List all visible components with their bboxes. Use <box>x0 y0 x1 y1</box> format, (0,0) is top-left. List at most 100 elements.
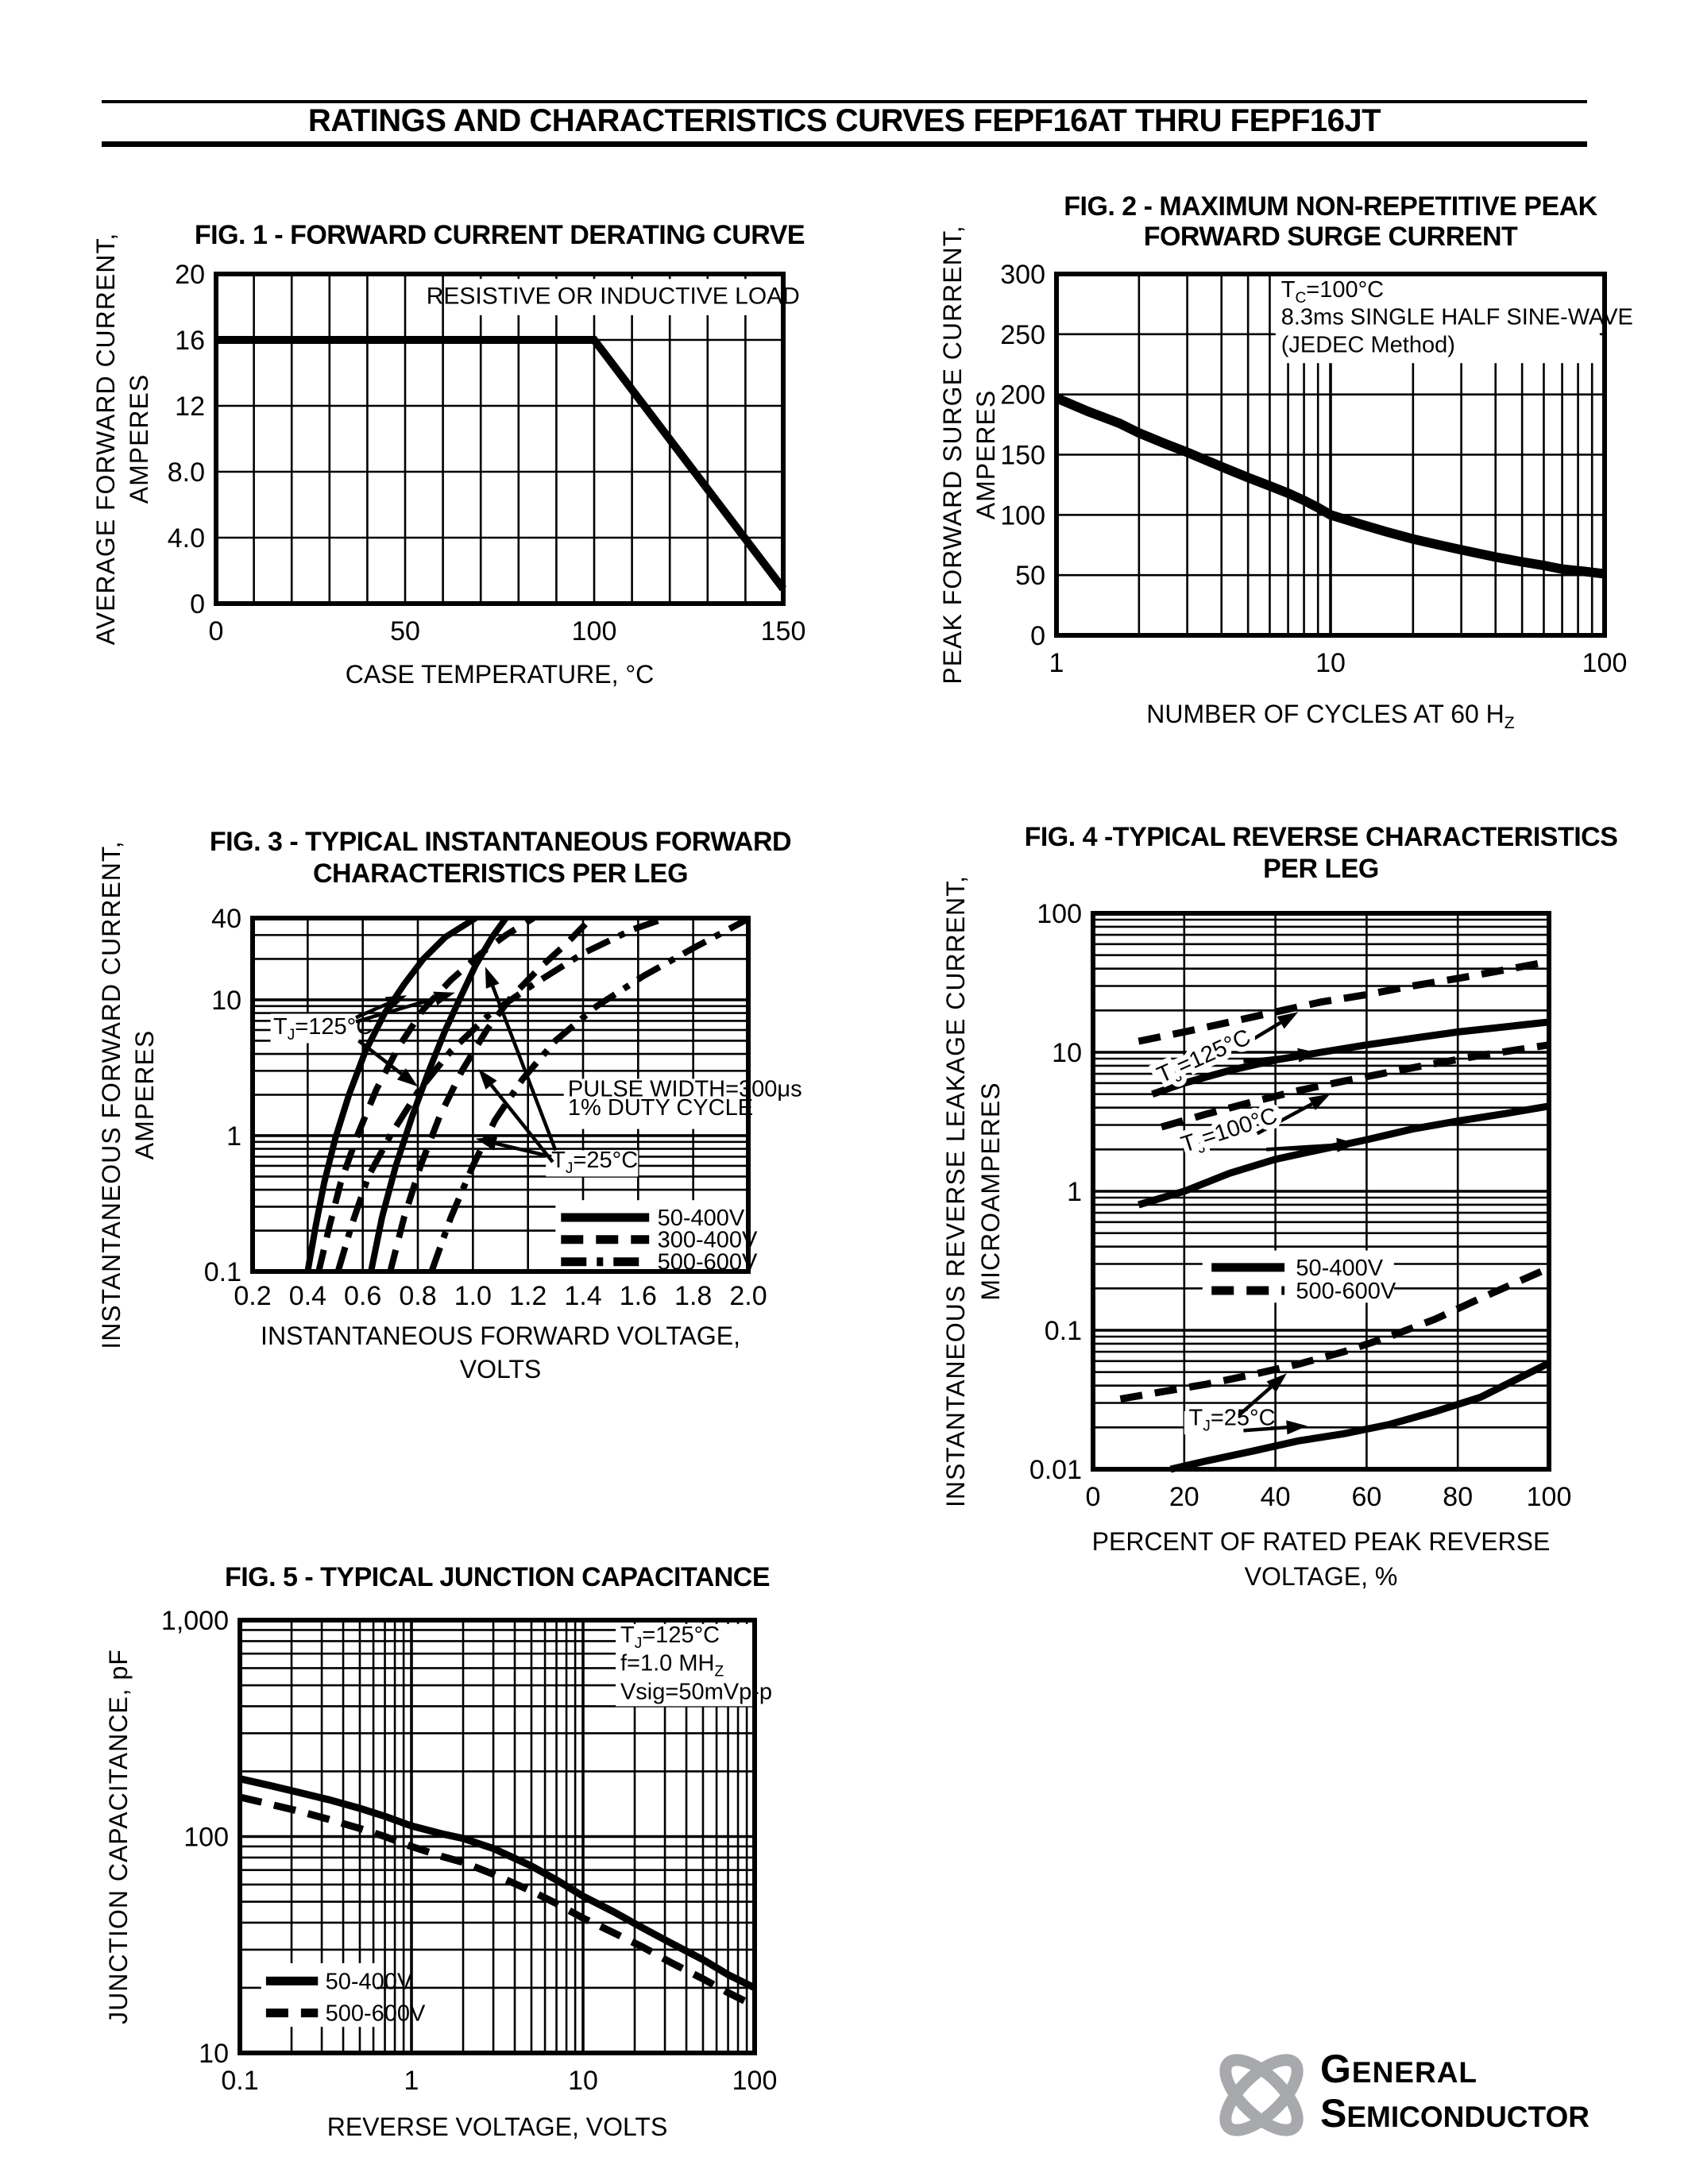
y-tick-label: 1 <box>1067 1177 1082 1207</box>
x-tick-label: 1 <box>1049 648 1064 678</box>
x-tick-label: 1.8 <box>674 1281 712 1311</box>
y-tick-label: 20 <box>175 260 205 290</box>
x-tick-label: 1.0 <box>454 1281 492 1311</box>
x-axis-label: NUMBER OF CYCLES AT 60 HZ <box>1146 700 1514 732</box>
annotation-text: TJ=125°C <box>620 1623 720 1652</box>
y-axis-label: AMPERES <box>125 374 153 504</box>
chart-title: PER LEG <box>1263 854 1379 884</box>
chart-title: FIG. 4 -TYPICAL REVERSE CHARACTERISTICS <box>1025 822 1618 852</box>
y-tick-label: 0 <box>190 589 205 619</box>
y-tick-label: 100 <box>1037 899 1082 929</box>
x-axis-label: INSTANTANEOUS FORWARD VOLTAGE, <box>261 1322 740 1350</box>
series-500-600v-tj-125-c <box>334 915 667 1273</box>
legend-label: 300-400V <box>658 1228 758 1253</box>
legend-label: 50-400V <box>1296 1256 1383 1281</box>
series-50-400v-tj-125-c <box>1151 1018 1550 1098</box>
logo: GENERAL SEMICONDUCTOR® <box>1207 2025 1604 2160</box>
x-tick-label: 60 <box>1351 1482 1381 1512</box>
pointer-arrow <box>1243 1048 1319 1063</box>
y-tick-label: 4.0 <box>168 523 205 554</box>
x-tick-label: 0 <box>209 616 224 646</box>
pointer-arrow <box>355 995 408 1020</box>
pointer-arrow <box>1265 1137 1358 1152</box>
annotation-text: f=1.0 MHZ <box>620 1650 724 1680</box>
pointer-arrow <box>1256 1094 1331 1136</box>
x-tick-label: 1 <box>404 2066 419 2096</box>
x-tick-label: 150 <box>761 616 806 646</box>
y-tick-label: 40 <box>211 904 241 934</box>
y-tick-label: 0.01 <box>1029 1455 1082 1485</box>
x-axis-label: PERCENT OF RATED PEAK REVERSE <box>1092 1527 1551 1556</box>
plot-border <box>238 1618 757 2055</box>
x-tick-label: 0.2 <box>234 1281 271 1311</box>
legend-label: 50-400V <box>326 1969 413 1994</box>
x-tick-label: 10 <box>568 2066 598 2096</box>
series-300-400v-tj-25-c <box>387 916 594 1272</box>
y-tick-label: 150 <box>1000 441 1045 471</box>
legend: 50-400V 500-600V <box>265 1969 426 2027</box>
annotation-backdrop <box>454 279 776 315</box>
y-axis-label: JUNCTION CAPACITANCE, pF <box>104 1649 133 2024</box>
x-axis-label: CASE TEMPERATURE, °C <box>346 660 655 689</box>
annotation-text: TJ=25°C <box>551 1148 638 1177</box>
annotation-backdrop <box>616 1623 755 1707</box>
x-tick-label: 0.4 <box>289 1281 326 1311</box>
y-tick-label: 0.1 <box>1045 1316 1082 1346</box>
header-rule-top <box>102 100 1587 103</box>
gridlines <box>1093 913 1549 1469</box>
y-axis-label: PEAK FORWARD SURGE CURRENT, <box>938 225 967 684</box>
annotation-backdrop <box>1275 276 1600 364</box>
chart-title: FIG. 3 - TYPICAL INSTANTANEOUS FORWARD <box>210 827 791 857</box>
annotation-text: Vsig=50mVp-p <box>620 1679 772 1704</box>
annotation-text: PULSE WIDTH=300μs <box>568 1076 802 1102</box>
y-axis-label: INSTANTANEOUS REVERSE LEAKAGE CURRENT, <box>941 875 970 1507</box>
y-axis-label: AVERAGE FORWARD CURRENT, <box>91 233 120 645</box>
annotation-text: RESISTIVE OR INDUCTIVE LOAD <box>427 283 800 309</box>
x-tick-label: 20 <box>1169 1482 1199 1512</box>
gridlines <box>216 274 783 604</box>
x-tick-label: 1.6 <box>620 1281 657 1311</box>
x-tick-label: 1.4 <box>564 1281 601 1311</box>
x-tick-label: 0.6 <box>344 1281 381 1311</box>
page-title: RATINGS AND CHARACTERISTICS CURVES FEPF1… <box>307 103 1381 138</box>
x-tick-label: 100 <box>732 2066 778 2096</box>
x-tick-label: 50 <box>390 616 420 646</box>
y-tick-label: 0 <box>1030 621 1045 651</box>
pointer-arrow <box>485 967 558 1152</box>
y-tick-label: 200 <box>1000 380 1045 411</box>
series-500-600v-tj-100-c <box>1160 1041 1550 1131</box>
pointer-arrow <box>475 1136 552 1159</box>
y-tick-label: 50 <box>1015 561 1045 591</box>
y-tick-label: 10 <box>199 2039 229 2069</box>
legend-backdrop <box>1202 1250 1394 1303</box>
header-rule-bottom <box>102 141 1587 147</box>
chart-title: FORWARD SURGE CURRENT <box>1144 222 1518 252</box>
fig1-chart: RESISTIVE OR INDUCTIVE LOAD 0 50 100 150 0 4.0… <box>91 220 806 689</box>
y-axis-label: INSTANTANEOUS FORWARD CURRENT, <box>97 840 126 1349</box>
y-tick-label: 16 <box>175 326 205 356</box>
y-axis-label: AMPERES <box>971 390 1000 519</box>
y-tick-label: 12 <box>175 392 205 422</box>
series-500-600v <box>238 1793 757 2009</box>
x-tick-label: 100 <box>1582 648 1628 678</box>
plot-border <box>214 272 786 606</box>
annotation-text: TJ=25°C <box>1189 1405 1276 1434</box>
legend-label: 500-600V <box>326 2001 426 2027</box>
annotation-backdrop <box>270 1013 359 1044</box>
x-tick-label: 40 <box>1261 1482 1291 1512</box>
logo-word-general: GENERAL <box>1320 2047 1477 2091</box>
plot-border <box>1091 911 1551 1472</box>
pointer-arrow <box>478 1068 554 1163</box>
chart-title: CHARACTERISTICS PER LEG <box>313 859 688 889</box>
chart-title: FIG. 5 - TYPICAL JUNCTION CAPACITANCE <box>225 1562 770 1592</box>
legend-label: 50-400V <box>658 1206 745 1231</box>
series-peak-forward-surge-current <box>1054 393 1605 579</box>
series-50-400v-tj-25-c <box>368 916 509 1272</box>
series-500-600v-tj-25-c <box>1119 1264 1551 1403</box>
annotation-text: TJ=100°C <box>1178 1103 1281 1162</box>
pointer-arrow <box>1238 1373 1287 1417</box>
